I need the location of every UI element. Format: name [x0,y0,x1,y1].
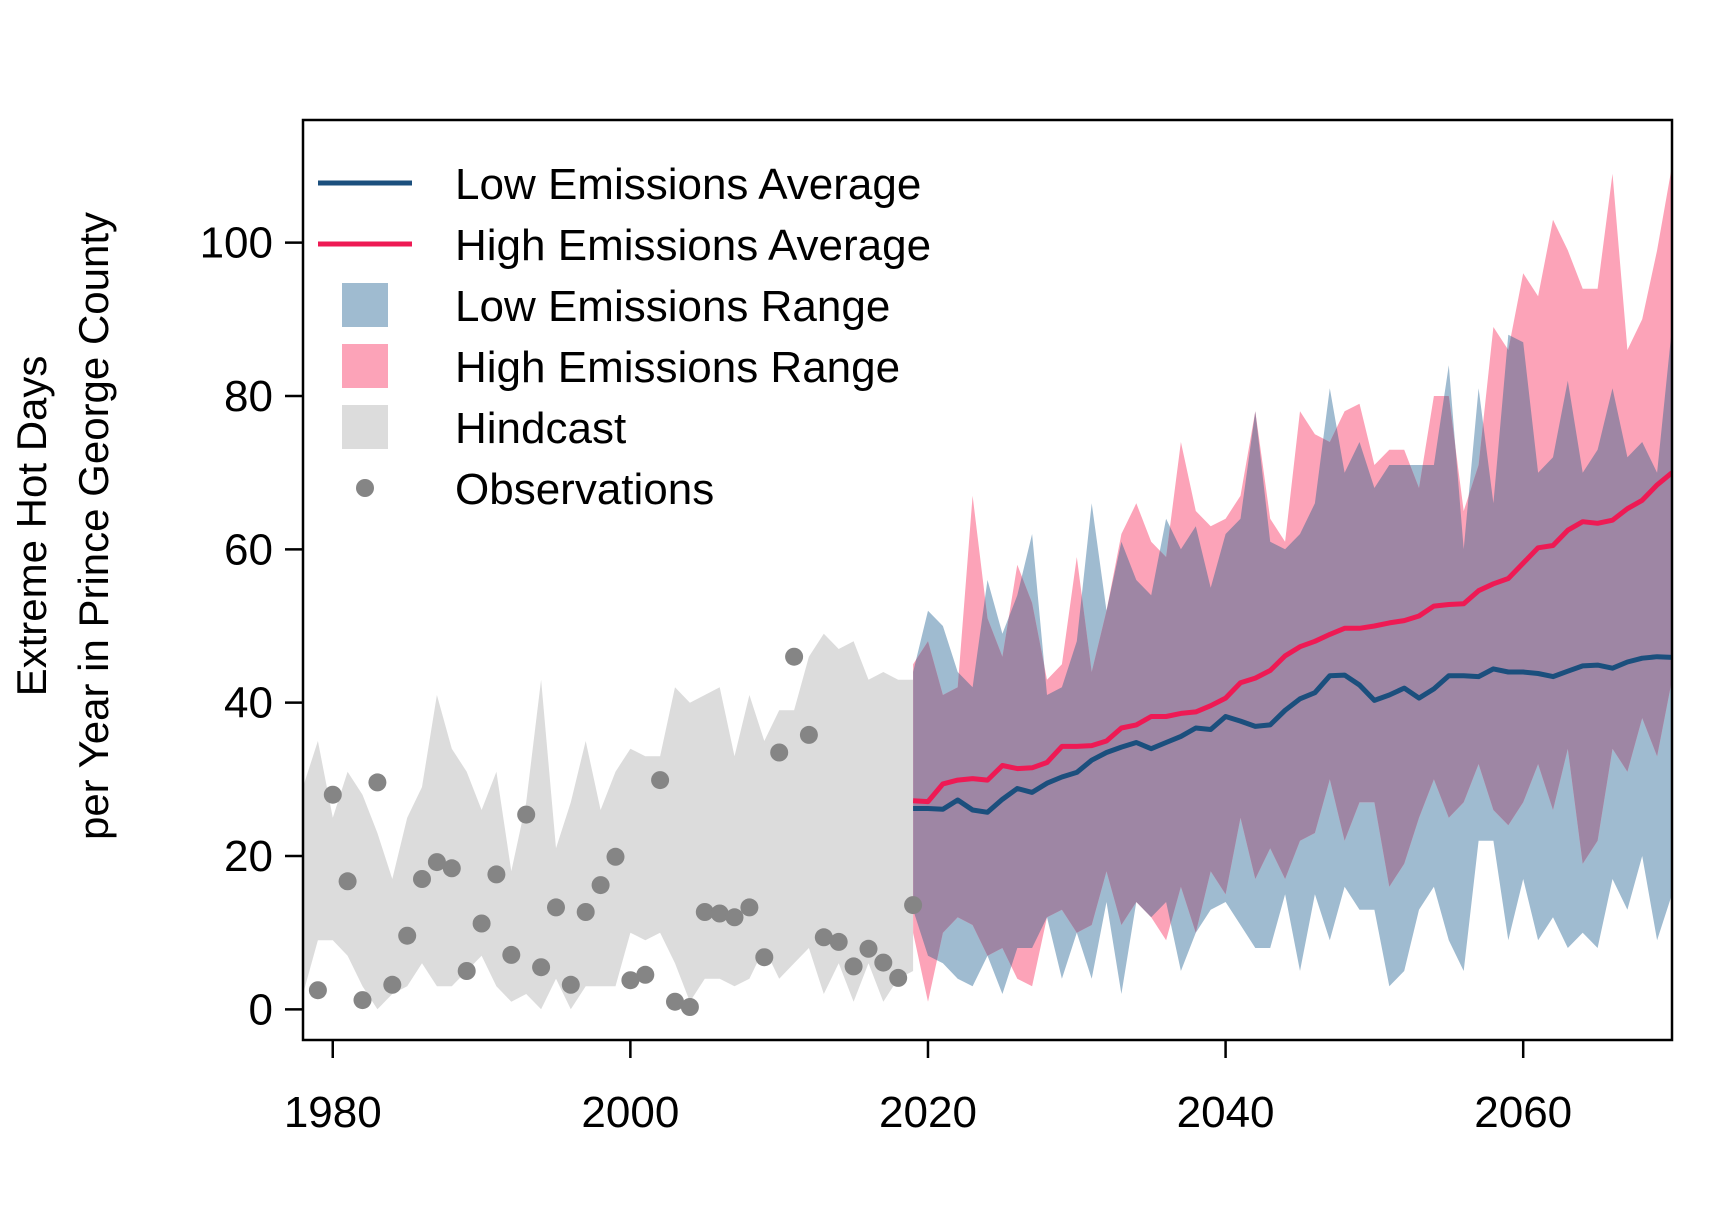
observation-point [859,939,878,958]
legend-label: High Emissions Range [455,343,900,392]
observation-point [770,743,789,762]
y-tick-label: 60 [224,525,273,574]
observation-point [740,898,759,917]
legend-label: Low Emissions Average [455,160,921,209]
legend-swatch-box [342,344,388,388]
observation-point [591,876,610,895]
x-tick-label: 2060 [1474,1088,1572,1137]
observation-point [651,771,670,790]
low-emissions-average-line [913,654,1672,815]
y-tick-label: 100 [200,219,273,268]
observation-point [547,898,565,917]
observation-point [606,847,625,866]
observation-point [338,872,357,891]
legend-label: Observations [455,465,714,514]
x-tick-label: 2020 [879,1088,977,1137]
x-tick-label: 2000 [581,1088,679,1137]
high-emissions-average-line [912,470,1672,805]
observation-point [799,725,818,744]
observation-point [561,975,580,994]
x-tick-label: 1980 [284,1088,382,1137]
y-tick-label: 20 [224,832,273,881]
x-tick-label: 2040 [1177,1088,1275,1137]
observation-point [413,870,431,888]
legend-swatch-box [342,405,388,449]
average-lines [912,470,1672,815]
legend-label: Low Emissions Range [455,282,890,331]
observation-point [323,785,342,804]
observation-point [755,948,774,967]
observation-points [308,647,923,1016]
observation-point [636,965,655,984]
legend-label: Hindcast [455,404,626,453]
observation-point [680,998,699,1016]
legend-swatch-point [356,479,374,497]
y-axis-title-line-2: per Year in Prince George County [70,212,117,840]
observation-point [785,647,804,666]
observation-point [398,926,417,945]
observation-point [874,953,893,972]
legend-swatch-box [342,283,388,327]
observation-point [829,932,848,951]
observation-point [576,903,595,921]
y-tick-label: 40 [224,679,273,728]
observation-point [457,962,476,980]
observation-point [427,853,446,872]
observation-point [308,981,327,1000]
observation-point [844,957,863,976]
observation-point [472,914,491,933]
observation-point [517,805,536,824]
hindcast-band [303,633,914,1010]
y-tick-label: 80 [224,372,273,421]
observation-point [889,968,908,987]
observation-point [666,992,684,1011]
legend: Low Emissions Average High Emissions Aver… [318,160,931,514]
observation-point [532,958,551,977]
legend-label: High Emissions Average [455,221,931,270]
observation-point [368,773,387,792]
observation-point [725,908,744,927]
observation-point [904,896,923,915]
observation-point [695,903,714,921]
y-axis-title-line-1: Extreme Hot Days [8,356,55,697]
observation-point [442,859,461,878]
y-tick-label: 0 [249,985,273,1034]
observation-point [621,971,640,990]
range-bands [303,166,1672,1010]
observation-point [502,945,521,964]
observation-point [710,904,729,923]
observation-point [353,991,372,1010]
observation-point [487,865,506,884]
plot-frame [301,118,1674,1042]
observation-point [383,975,402,994]
observation-point [814,928,833,947]
